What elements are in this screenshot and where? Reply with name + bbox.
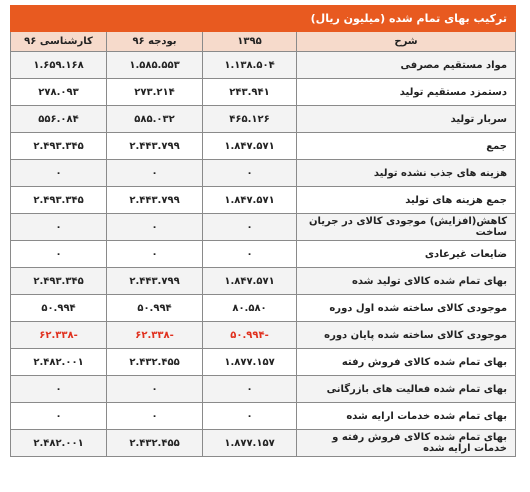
table-title-row: ترکیب بهای تمام شده (میلیون ریال) (9, 5, 517, 32)
header-1395: ۱۳۹۵ (202, 31, 298, 52)
row-description: جمع هزینه های تولید (296, 186, 517, 214)
cell-1395: ۱.۸۴۷.۵۷۱ (202, 132, 298, 160)
cell-expert-96: ۲.۴۹۳.۳۴۵ (9, 186, 108, 214)
cell-1395: ۰ (202, 159, 298, 187)
row-description: بهای تمام شده کالای فروش رفته (296, 348, 517, 376)
row-description: جمع (296, 132, 517, 160)
cell-budget-96: ۰ (106, 240, 204, 268)
table-header-row: شرح ۱۳۹۵ بودجه ۹۶ کارشناسی ۹۶ (9, 31, 517, 52)
row-description: دستمزد مستقیم تولید (296, 78, 517, 106)
cell-expert-96: ۲۷۸.۰۹۳ (9, 78, 108, 106)
cell-budget-96: ۰ (106, 213, 204, 241)
cell-budget-96: -۶۲.۳۳۸ (106, 321, 204, 349)
cell-1395: ۰ (202, 213, 298, 241)
cell-expert-96: ۰ (9, 159, 108, 187)
cell-expert-96: ۱.۶۵۹.۱۶۸ (9, 51, 108, 79)
cost-table-container: ترکیب بهای تمام شده (میلیون ریال) شرح ۱۳… (9, 5, 517, 457)
cell-expert-96: ۰ (9, 213, 108, 241)
row-description: بهای تمام شده کالای فروش رفته و خدمات ار… (296, 429, 517, 457)
table-row: موجودی کالای ساخته شده پایان دوره -۵۰.۹۹۴… (9, 321, 517, 349)
row-description: کاهش(افزایش) موجودی کالای در جریان ساخت (296, 213, 517, 241)
table-row: بهای تمام شده کالای تولید شده ۱.۸۴۷.۵۷۱ ۲.… (9, 267, 517, 295)
cell-expert-96: ۰ (9, 240, 108, 268)
cell-budget-96: ۲۷۳.۲۱۴ (106, 78, 204, 106)
row-description: بهای تمام شده کالای تولید شده (296, 267, 517, 295)
header-expert-96: کارشناسی ۹۶ (9, 31, 108, 52)
cell-1395: ۱.۸۴۷.۵۷۱ (202, 186, 298, 214)
cell-budget-96: ۲.۴۴۳.۷۹۹ (106, 186, 204, 214)
cell-expert-96: -۶۲.۳۳۸ (9, 321, 108, 349)
cell-expert-96: ۰ (9, 402, 108, 430)
table-row: سربار تولید ۴۶۵.۱۲۶ ۵۸۵.۰۳۲ ۵۵۶.۰۸۴ (9, 105, 517, 133)
cell-1395: ۰ (202, 240, 298, 268)
cell-1395: ۱.۸۷۷.۱۵۷ (202, 348, 298, 376)
cell-1395: -۵۰.۹۹۴ (202, 321, 298, 349)
cell-budget-96: ۲.۴۴۳.۷۹۹ (106, 267, 204, 295)
cell-1395: ۰ (202, 375, 298, 403)
table-body: مواد مستقیم مصرفی ۱.۱۳۸.۵۰۴ ۱.۵۸۵.۵۵۳ ۱.۶۵۹… (9, 51, 517, 457)
cell-budget-96: ۰ (106, 375, 204, 403)
row-description: ضایعات غیرعادی (296, 240, 517, 268)
table-row: بهای تمام شده کالای فروش رفته و خدمات ار… (9, 429, 517, 457)
row-description: مواد مستقیم مصرفی (296, 51, 517, 79)
row-description: هزینه های جذب نشده تولید (296, 159, 517, 187)
cell-expert-96: ۲.۴۸۲.۰۰۱ (9, 348, 108, 376)
cell-budget-96: ۰ (106, 402, 204, 430)
table-row: موجودی کالای ساخته شده اول دوره ۸۰.۵۸۰ ۵۰.… (9, 294, 517, 322)
cell-1395: ۱.۱۳۸.۵۰۴ (202, 51, 298, 79)
cell-expert-96: ۰ (9, 375, 108, 403)
table-row: کاهش(افزایش) موجودی کالای در جریان ساخت ۰… (9, 213, 517, 241)
header-description: شرح (296, 31, 517, 52)
cell-1395: ۸۰.۵۸۰ (202, 294, 298, 322)
table-row: مواد مستقیم مصرفی ۱.۱۳۸.۵۰۴ ۱.۵۸۵.۵۵۳ ۱.۶۵۹… (9, 51, 517, 79)
cell-budget-96: ۲.۴۳۲.۴۵۵ (106, 429, 204, 457)
cell-expert-96: ۵۰.۹۹۴ (9, 294, 108, 322)
row-description: بهای تمام شده فعالیت های بازرگانی (296, 375, 517, 403)
table-row: بهای تمام شده فعالیت های بازرگانی ۰ ۰ ۰ (9, 375, 517, 403)
table-row: بهای تمام شده خدمات ارایه شده ۰ ۰ ۰ (9, 402, 517, 430)
table-row: ضایعات غیرعادی ۰ ۰ ۰ (9, 240, 517, 268)
row-description: موجودی کالای ساخته شده پایان دوره (296, 321, 517, 349)
cell-1395: ۱.۸۴۷.۵۷۱ (202, 267, 298, 295)
cell-expert-96: ۵۵۶.۰۸۴ (9, 105, 108, 133)
table-row: جمع ۱.۸۴۷.۵۷۱ ۲.۴۴۳.۷۹۹ ۲.۴۹۳.۳۴۵ (9, 132, 517, 160)
cell-1395: ۲۴۳.۹۴۱ (202, 78, 298, 106)
cell-1395: ۱.۸۷۷.۱۵۷ (202, 429, 298, 457)
table-row: هزینه های جذب نشده تولید ۰ ۰ ۰ (9, 159, 517, 187)
cell-budget-96: ۲.۴۳۲.۴۵۵ (106, 348, 204, 376)
cell-budget-96: ۲.۴۴۳.۷۹۹ (106, 132, 204, 160)
cell-1395: ۴۶۵.۱۲۶ (202, 105, 298, 133)
cell-1395: ۰ (202, 402, 298, 430)
row-description: سربار تولید (296, 105, 517, 133)
table-row: بهای تمام شده کالای فروش رفته ۱.۸۷۷.۱۵۷ ۲.… (9, 348, 517, 376)
cell-budget-96: ۵۸۵.۰۳۲ (106, 105, 204, 133)
cell-expert-96: ۲.۴۹۳.۳۴۵ (9, 132, 108, 160)
row-description: موجودی کالای ساخته شده اول دوره (296, 294, 517, 322)
cost-composition-table: ترکیب بهای تمام شده (میلیون ریال) شرح ۱۳… (9, 5, 517, 457)
cell-budget-96: ۱.۵۸۵.۵۵۳ (106, 51, 204, 79)
cell-budget-96: ۰ (106, 159, 204, 187)
table-title: ترکیب بهای تمام شده (میلیون ریال) (9, 5, 517, 32)
table-row: دستمزد مستقیم تولید ۲۴۳.۹۴۱ ۲۷۳.۲۱۴ ۲۷۸.۰۹۳ (9, 78, 517, 106)
cell-expert-96: ۲.۴۹۳.۳۴۵ (9, 267, 108, 295)
cell-expert-96: ۲.۴۸۲.۰۰۱ (9, 429, 108, 457)
cell-budget-96: ۵۰.۹۹۴ (106, 294, 204, 322)
row-description: بهای تمام شده خدمات ارایه شده (296, 402, 517, 430)
header-budget-96: بودجه ۹۶ (106, 31, 204, 52)
table-row: جمع هزینه های تولید ۱.۸۴۷.۵۷۱ ۲.۴۴۳.۷۹۹ ۲.۴… (9, 186, 517, 214)
